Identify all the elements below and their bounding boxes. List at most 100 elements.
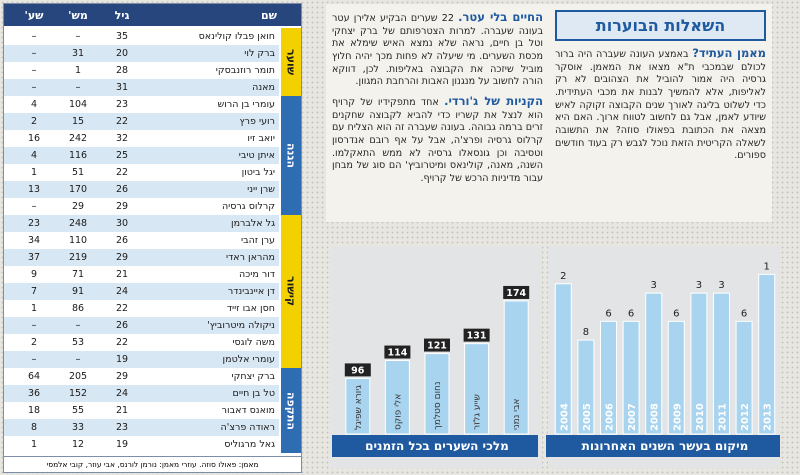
table-cell: איתן טיבי (238, 150, 275, 161)
table-cell: – (31, 82, 37, 93)
table-cell: 19 (115, 439, 129, 450)
table-cell: 16 (27, 133, 41, 144)
category-label: 2011 (718, 403, 729, 431)
article: השאלות הבוערות מאמן העתיד? באמצע העונה שע… (326, 4, 772, 222)
position-band: הגנה (281, 96, 301, 215)
value-label-box (503, 285, 530, 299)
article-text: 22 שערים הבקיע אלירן עטר בעונה שעברה. למ… (332, 13, 543, 88)
category-label: 2006 (605, 403, 616, 431)
table-cell: יואב זיו (247, 133, 275, 144)
value-label: 6 (628, 308, 634, 319)
category-label: אבי נמני (512, 399, 522, 430)
table-cell: 26 (115, 184, 129, 195)
bar (503, 300, 529, 435)
table-cell: דור מיכה (239, 269, 275, 280)
table-cell: 248 (68, 218, 88, 229)
chart-title-band (546, 435, 780, 457)
value-label-box (344, 363, 371, 377)
table-row: תומר רוזנבסקי 28 1 – (4, 62, 279, 79)
table-row: משה לוגסי 22 53 2 (4, 334, 279, 351)
table-row: ערן זהבי 26 110 34 (4, 232, 279, 249)
table-cell: משה לוגסי (232, 337, 275, 348)
value-label: 96 (351, 365, 365, 376)
table-cell: חסן אבו זייד (226, 303, 275, 314)
table-cell: 110 (68, 235, 88, 246)
table-cell: – (31, 320, 37, 331)
table-cell: 53 (71, 337, 85, 348)
table-footer: מאמן: פאולו סוזה. עוזרי מאמן: נורמן לורנ… (4, 456, 301, 472)
table-cell: מהראן ראדי (225, 252, 275, 263)
table-cell: – (31, 48, 37, 59)
table-cell: 26 (115, 235, 129, 246)
table-cell: תומר רוזנבסקי (215, 65, 275, 76)
article-heading: הקניות של ג'ורדי. (444, 93, 544, 108)
bar (713, 292, 730, 435)
table-row: מהראן ראדי 29 219 37 (4, 249, 279, 266)
table-cell: 116 (68, 150, 88, 161)
table-cell: 1 (30, 439, 38, 450)
value-label: 6 (673, 308, 679, 319)
position-label: הגנה (284, 142, 298, 168)
category-label: שייע גלזר (473, 394, 483, 430)
table-cell: 29 (115, 252, 129, 263)
table-cell: 22 (115, 116, 129, 127)
category-label: 2010 (695, 403, 706, 431)
table-cell: 35 (115, 31, 129, 42)
table-row: חואן פבלו קולינאס 35 – – (4, 28, 279, 45)
table-cell: מואנס דאבור (221, 405, 275, 416)
table-cell: – (75, 320, 81, 331)
table-cell: ברק יצחקי (231, 371, 275, 382)
table-cell: 12 (71, 439, 85, 450)
table-cell: קרלוס גרסיה (221, 201, 275, 212)
table-cell: טל בן חיים (232, 388, 275, 399)
table-cell: 23 (115, 99, 129, 110)
bar (345, 377, 371, 435)
table-cell: 28 (115, 65, 129, 76)
table-cell: 64 (27, 371, 41, 382)
position-band: התקפה (281, 368, 301, 453)
table-cell: רועי פרץ (239, 116, 275, 127)
table-cell: 29 (71, 201, 85, 212)
table-cell: 104 (68, 99, 88, 110)
table-row: יואב זיו 32 242 16 (4, 130, 279, 147)
category-label: גיורא שפיגל (354, 385, 364, 430)
squad-table: שם גיל מש' שע' חואן פבלו קולינאס 35 – – ברק לוי 2… (3, 3, 302, 473)
table-cell: 15 (71, 116, 85, 127)
table-row: מואנס דאבור 21 55 18 (4, 402, 279, 419)
table-cell: – (31, 31, 37, 42)
table-cell: 4 (30, 150, 38, 161)
column-header: שם (260, 8, 277, 22)
position-band: שוער (281, 28, 301, 96)
bar (758, 273, 776, 435)
table-cell: 25 (115, 150, 129, 161)
position-band: קישור (281, 215, 301, 368)
table-cell: יגל ביטון (241, 167, 275, 178)
table-row: גל אלברמן 30 248 23 (4, 215, 279, 232)
article-paragraph: הקניות של ג'ורדי. אחד מתפקידיו של קרויף … (332, 94, 543, 186)
table-cell: גאל מרגוליס (224, 439, 275, 450)
category-label: 2013 (763, 403, 774, 431)
category-label: 2005 (582, 403, 593, 431)
table-cell: עומרי אלטמן (222, 354, 275, 365)
table-row: ברק לוי 20 31 – (4, 45, 279, 62)
category-label: 2004 (559, 403, 570, 431)
table-cell: 31 (115, 82, 129, 93)
value-label: 3 (718, 280, 724, 291)
value-label: 174 (506, 288, 526, 299)
table-cell: – (75, 82, 81, 93)
value-label: 114 (387, 348, 407, 359)
chart-title: מלכי השערים בכל הזמנים (365, 439, 509, 453)
table-row: דור מיכה 21 71 9 (4, 266, 279, 283)
bar (667, 320, 685, 435)
article-paragraph: מאמן העתיד? באמצע העונה שעברה היה ברור ל… (555, 46, 766, 163)
table-row: שרן ייני 26 170 13 (4, 181, 279, 198)
table-cell: 21 (115, 405, 129, 416)
table-cell: 9 (30, 269, 38, 280)
table-cell: – (75, 354, 81, 365)
table-cell: שרן ייני (247, 184, 275, 195)
table-cell: 19 (115, 354, 129, 365)
table-cell: 36 (27, 388, 41, 399)
table-row: יגל ביטון 22 51 1 (4, 164, 279, 181)
table-cell: 1 (74, 65, 82, 76)
